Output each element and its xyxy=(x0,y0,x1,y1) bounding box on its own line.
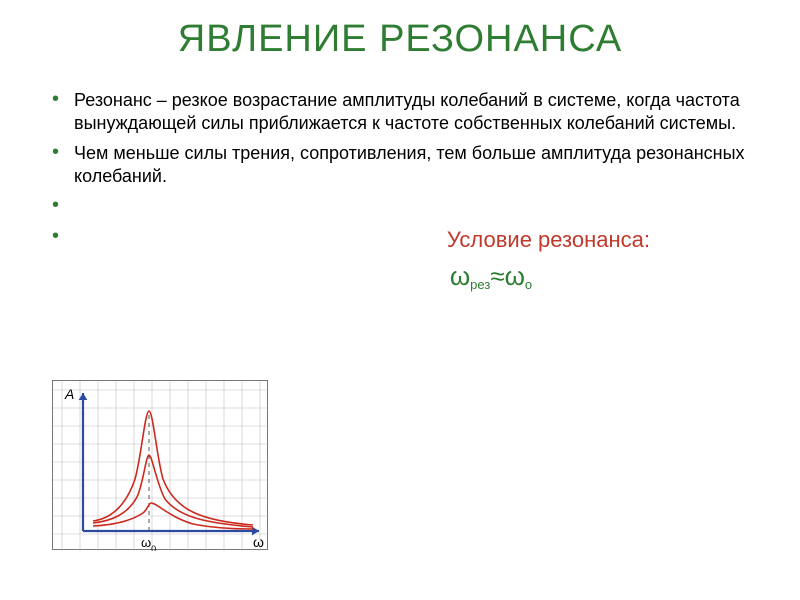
omega-o: ω xyxy=(505,261,525,291)
page-title: ЯВЛЕНИЕ РЕЗОНАНСА xyxy=(0,0,800,61)
svg-text:A: A xyxy=(64,386,74,402)
bullet-item xyxy=(52,195,760,218)
sub-rez: рез xyxy=(470,277,490,292)
condition-label: Условие резонанса: xyxy=(74,226,760,254)
resonance-chart: Aω ω0 xyxy=(52,380,268,550)
sub-o: о xyxy=(525,277,532,292)
condition-formula: ωрез≈ωо xyxy=(52,261,760,292)
svg-text:ω0: ω0 xyxy=(141,535,156,551)
bullet-list: Резонанс – резкое возрастание амплитуды … xyxy=(52,89,760,253)
bullet-item: Чем меньше силы трения, сопротивления, т… xyxy=(52,142,760,187)
svg-text:ω: ω xyxy=(253,534,264,550)
content-area: Резонанс – резкое возрастание амплитуды … xyxy=(0,61,800,292)
omega-rez: ω xyxy=(450,261,470,291)
approx-sign: ≈ xyxy=(490,261,504,291)
bullet-item: Резонанс – резкое возрастание амплитуды … xyxy=(52,89,760,134)
chart-svg: Aω ω0 xyxy=(53,381,269,551)
bullet-condition: Условие резонанса: xyxy=(52,226,760,254)
